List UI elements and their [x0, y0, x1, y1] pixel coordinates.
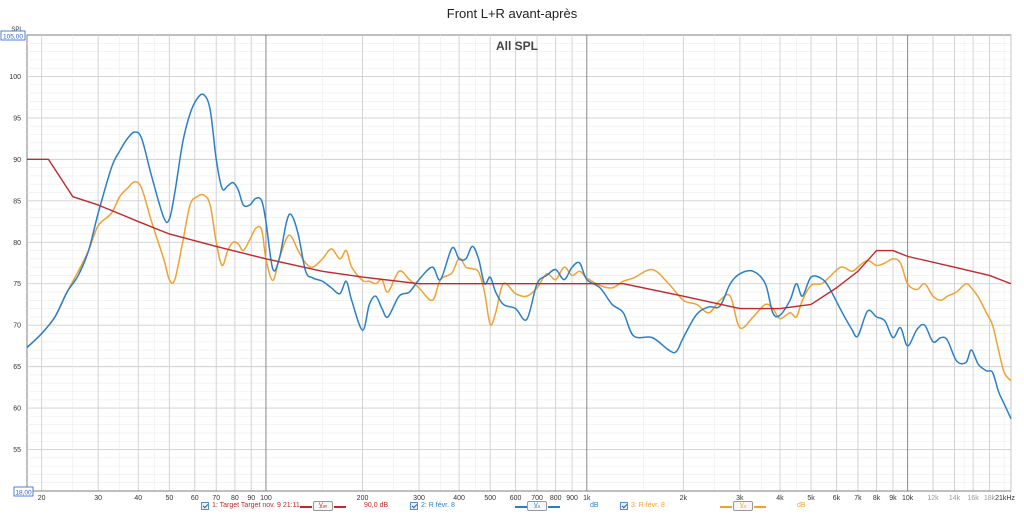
x-tick-label: 600 [510, 495, 522, 500]
series-1-checkbox[interactable] [201, 502, 209, 510]
x-tick-label: 300 [413, 495, 425, 500]
series-3-value: dB [797, 502, 806, 509]
x-tick-label: 6k [833, 495, 841, 500]
series-1-button[interactable]: V̲ₐᵥ [313, 501, 333, 511]
x-tick-label: 400 [453, 495, 465, 500]
y-max-box[interactable]: 105,00 [0, 30, 26, 41]
x-tick-label: 500 [484, 495, 496, 500]
x-tick-label: 16k [967, 495, 979, 500]
y-min-box[interactable]: 18,00 [13, 486, 34, 497]
x-tick-label: 80 [231, 495, 239, 500]
y-tick-label: 80 [13, 240, 21, 247]
x-tick-label: 14k [949, 495, 961, 500]
y-tick-label: 55 [13, 447, 21, 454]
axis-labels: 20 30 40 50 60 70 80 90 100 200 300 400 500 600 700 800… [9, 74, 1015, 500]
x-tick-label: 900 [566, 495, 578, 500]
series-1-line [27, 158, 1012, 310]
x-tick-label: 800 [550, 495, 562, 500]
y-tick-label: 85 [13, 198, 21, 205]
x-tick-label: 2k [680, 495, 688, 500]
series-3-swatch-left [720, 506, 732, 508]
x-tick-label: 1k [583, 495, 591, 500]
series-1-swatch-left [300, 506, 312, 508]
grid [27, 35, 1012, 491]
x-tick-label: 18k [984, 495, 996, 500]
series-2-label: 2: R févr. 8 [421, 502, 455, 509]
y-tick-label: 95 [13, 115, 21, 122]
x-tick-label: 12k [927, 495, 939, 500]
series-3-button[interactable]: V̲ₐ [733, 501, 753, 511]
x-tick-label: 21kHz [995, 495, 1015, 500]
x-tick-label: 700 [531, 495, 543, 500]
x-tick-label: 100 [260, 495, 272, 500]
annotation-all-spl: All SPL [496, 39, 538, 53]
x-tick-label: 3k [736, 495, 744, 500]
chart-title: Front L+R avant-après [446, 6, 578, 21]
x-tick-label: 4k [776, 495, 784, 500]
y-max-value: 105,00 [3, 34, 23, 41]
x-tick-label: 20 [38, 495, 46, 500]
x-tick-label: 50 [165, 495, 173, 500]
x-tick-label: 30 [94, 495, 102, 500]
series-1-value: 90,0 dB [364, 502, 389, 509]
x-tick-label: 10k [902, 495, 914, 500]
y-min-value: 18,00 [15, 490, 32, 497]
series-3-checkbox[interactable] [620, 502, 628, 510]
y-tick-label: 70 [13, 323, 21, 330]
legend: 1: Target Target nov. 9 21:11 V̲ₐᵥ 90,0 … [0, 500, 1024, 515]
series-2-value: dB [590, 502, 599, 509]
x-tick-label: 200 [357, 495, 369, 500]
series-1-label: 1: Target Target nov. 9 21:11 [212, 502, 300, 509]
y-tick-label: 75 [13, 281, 21, 288]
x-tick-label: 5k [807, 495, 815, 500]
y-axis-label: SPL [11, 27, 23, 33]
x-tick-label: 7k [854, 495, 862, 500]
series-2-checkbox[interactable] [410, 502, 418, 510]
series-2-swatch-left [515, 506, 527, 508]
y-tick-label: 90 [13, 157, 21, 164]
x-tick-label: 70 [212, 495, 220, 500]
y-tick-label: 65 [13, 364, 21, 371]
spl-chart: 20 30 40 50 60 70 80 90 100 200 300 400 500 600 700 800… [0, 27, 1015, 500]
y-tick-label: 60 [13, 406, 21, 413]
x-tick-label: 40 [134, 495, 142, 500]
x-tick-label: 60 [191, 495, 199, 500]
series-2-button[interactable]: V̲ₐ [527, 501, 547, 511]
x-tick-label: 90 [247, 495, 255, 500]
x-tick-label: 8k [873, 495, 881, 500]
series-1-swatch-right [334, 506, 346, 508]
y-tick-label: 100 [9, 74, 21, 81]
x-tick-label: 9k [889, 495, 897, 500]
series-group [26, 93, 1012, 420]
series-3-swatch-right [754, 506, 766, 508]
series-2-swatch-right [548, 506, 560, 508]
series-3-label: 3: R févr. 8 [631, 502, 665, 509]
